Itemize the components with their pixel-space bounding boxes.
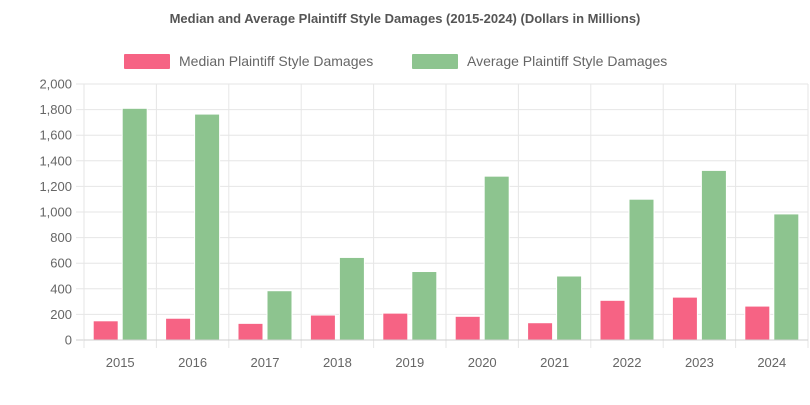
legend-item-median[interactable]: Median Plaintiff Style Damages: [124, 53, 373, 69]
y-tick-label: 2,000: [39, 77, 72, 92]
legend-label-median: Median Plaintiff Style Damages: [179, 53, 374, 69]
y-tick-label: 600: [50, 256, 72, 271]
x-tick-label: 2018: [323, 355, 352, 370]
y-tick-label: 400: [50, 281, 72, 296]
tick-labels: 0 200 400 600 800 1,000 1,200 1,400 1,600 1,800 2,…: [39, 77, 786, 371]
bar-average[interactable]: [121, 107, 148, 341]
legend-item-average[interactable]: Average Plaintiff Style Damages: [412, 53, 667, 69]
bar-median[interactable]: [382, 312, 409, 341]
gridlines: [76, 83, 809, 348]
bar-median[interactable]: [527, 322, 554, 341]
bar-average[interactable]: [411, 271, 438, 341]
x-tick-label: 2021: [540, 355, 569, 370]
x-tick-label: 2016: [178, 355, 207, 370]
x-tick-label: 2017: [251, 355, 280, 370]
y-tick-label: 0: [65, 333, 72, 348]
bar-median[interactable]: [744, 305, 771, 341]
x-tick-label: 2019: [395, 355, 424, 370]
bar-average[interactable]: [194, 113, 221, 341]
legend-swatch-average: [412, 53, 458, 69]
bar-average[interactable]: [556, 275, 583, 341]
x-tick-label: 2022: [613, 355, 642, 370]
y-tick-label: 1,400: [39, 153, 72, 168]
x-tick-label: 2015: [106, 355, 135, 370]
bar-median[interactable]: [165, 317, 192, 341]
y-tick-label: 1,600: [39, 128, 72, 143]
bar-average[interactable]: [266, 290, 293, 341]
bar-average[interactable]: [628, 198, 655, 341]
bar-median[interactable]: [237, 322, 264, 341]
y-tick-label: 200: [50, 307, 72, 322]
bar-median[interactable]: [92, 320, 119, 341]
x-tick-label: 2020: [468, 355, 497, 370]
bar-median[interactable]: [599, 299, 626, 341]
x-tick-label: 2023: [685, 355, 714, 370]
bars: [92, 107, 800, 341]
y-tick-label: 1,200: [39, 179, 72, 194]
legend-swatch-median: [124, 53, 170, 69]
bar-average[interactable]: [700, 169, 727, 341]
y-tick-label: 1,000: [39, 205, 72, 220]
bar-median[interactable]: [309, 314, 336, 341]
x-tick-label: 2024: [757, 355, 786, 370]
bar-average[interactable]: [338, 256, 365, 341]
bar-median[interactable]: [671, 296, 698, 341]
legend: Median Plaintiff Style Damages Average P…: [0, 53, 810, 73]
y-tick-label: 1,800: [39, 102, 72, 117]
chart-title: Median and Average Plaintiff Style Damag…: [169, 11, 641, 26]
bar-average[interactable]: [483, 175, 510, 341]
bar-median[interactable]: [454, 315, 481, 341]
bar-average[interactable]: [773, 213, 800, 341]
y-tick-label: 800: [50, 230, 72, 245]
legend-label-average: Average Plaintiff Style Damages: [467, 53, 668, 69]
